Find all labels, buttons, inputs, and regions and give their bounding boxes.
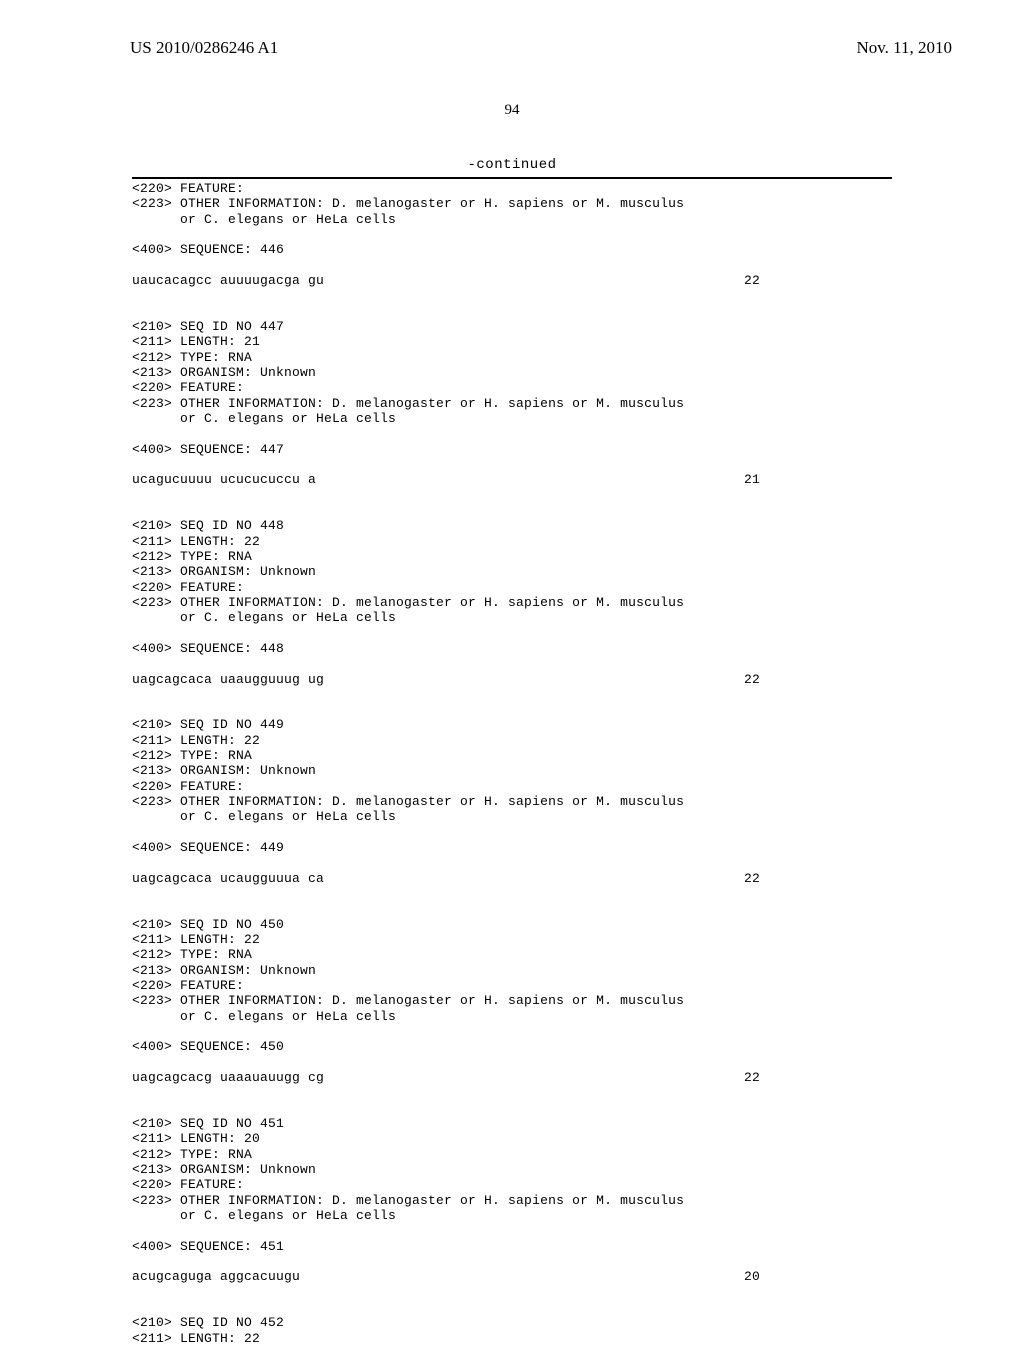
- sequence-text: uagcagcaca uaaugguuug ug: [132, 672, 324, 687]
- listing-line: <223> OTHER INFORMATION: D. melanogaster…: [132, 993, 1024, 1008]
- listing-line: <220> FEATURE:: [132, 181, 1024, 196]
- listing-line: <213> ORGANISM: Unknown: [132, 365, 1024, 380]
- sequence-listing: <220> FEATURE:<223> OTHER INFORMATION: D…: [132, 181, 1024, 1346]
- listing-line: <223> OTHER INFORMATION: D. melanogaster…: [132, 595, 1024, 610]
- sequence-text: acugcaguga aggcacuugu: [132, 1269, 300, 1284]
- sequence-row: uagcagcaca ucaugguuua ca 22: [132, 871, 760, 886]
- listing-line: <212> TYPE: RNA: [132, 350, 1024, 365]
- listing-line: <210> SEQ ID NO 450: [132, 917, 1024, 932]
- listing-line: <213> ORGANISM: Unknown: [132, 963, 1024, 978]
- listing-line: <223> OTHER INFORMATION: D. melanogaster…: [132, 396, 1024, 411]
- listing-line: <211> LENGTH: 22: [132, 733, 1024, 748]
- sequence-length: 22: [744, 672, 760, 687]
- sequence-row: acugcaguga aggcacuugu 20: [132, 1269, 760, 1284]
- listing-line: <223> OTHER INFORMATION: D. melanogaster…: [132, 794, 1024, 809]
- blank-line: [132, 457, 1024, 472]
- listing-line: <211> LENGTH: 22: [132, 1331, 1024, 1346]
- blank-line: [132, 886, 1024, 901]
- listing-line: <212> TYPE: RNA: [132, 748, 1024, 763]
- blank-line: [132, 855, 1024, 870]
- blank-line: [132, 1254, 1024, 1269]
- listing-line: <212> TYPE: RNA: [132, 947, 1024, 962]
- sequence-label: <400> SEQUENCE: 450: [132, 1039, 1024, 1054]
- blank-line: [132, 426, 1024, 441]
- sequence-text: uagcagcacg uaaauauugg cg: [132, 1070, 324, 1085]
- listing-line: <210> SEQ ID NO 447: [132, 319, 1024, 334]
- blank-line: [132, 1085, 1024, 1100]
- blank-line: [132, 1101, 1024, 1116]
- blank-line: [132, 488, 1024, 503]
- listing-line: <213> ORGANISM: Unknown: [132, 1162, 1024, 1177]
- listing-line: <220> FEATURE:: [132, 978, 1024, 993]
- listing-line: <220> FEATURE:: [132, 380, 1024, 395]
- blank-line: [132, 825, 1024, 840]
- publication-date: Nov. 11, 2010: [856, 38, 952, 58]
- blank-line: [132, 1300, 1024, 1315]
- listing-line: <210> SEQ ID NO 452: [132, 1315, 1024, 1330]
- sequence-text: uagcagcaca ucaugguuua ca: [132, 871, 324, 886]
- blank-line: [132, 258, 1024, 273]
- listing-line: <220> FEATURE:: [132, 580, 1024, 595]
- listing-line: <213> ORGANISM: Unknown: [132, 564, 1024, 579]
- sequence-label: <400> SEQUENCE: 451: [132, 1239, 1024, 1254]
- blank-line: [132, 1223, 1024, 1238]
- sequence-label: <400> SEQUENCE: 449: [132, 840, 1024, 855]
- listing-line: <211> LENGTH: 20: [132, 1131, 1024, 1146]
- listing-line: or C. elegans or HeLa cells: [132, 1009, 1024, 1024]
- listing-line: <220> FEATURE:: [132, 1177, 1024, 1192]
- listing-line: or C. elegans or HeLa cells: [132, 809, 1024, 824]
- sequence-length: 22: [744, 871, 760, 886]
- blank-line: [132, 702, 1024, 717]
- listing-line: or C. elegans or HeLa cells: [132, 212, 1024, 227]
- listing-line: <212> TYPE: RNA: [132, 1147, 1024, 1162]
- page-number: 94: [0, 102, 1024, 119]
- blank-line: [132, 687, 1024, 702]
- sequence-text: ucagucuuuu ucucucuccu a: [132, 472, 316, 487]
- continued-label: -continued: [0, 157, 1024, 173]
- listing-line: or C. elegans or HeLa cells: [132, 411, 1024, 426]
- sequence-length: 22: [744, 1070, 760, 1085]
- listing-line: or C. elegans or HeLa cells: [132, 610, 1024, 625]
- blank-line: [132, 503, 1024, 518]
- sequence-row: uagcagcacg uaaauauugg cg 22: [132, 1070, 760, 1085]
- listing-line: <212> TYPE: RNA: [132, 549, 1024, 564]
- listing-line: <211> LENGTH: 22: [132, 534, 1024, 549]
- sequence-length: 20: [744, 1269, 760, 1284]
- listing-line: <223> OTHER INFORMATION: D. melanogaster…: [132, 196, 1024, 211]
- blank-line: [132, 304, 1024, 319]
- blank-line: [132, 656, 1024, 671]
- blank-line: [132, 1285, 1024, 1300]
- listing-line: <210> SEQ ID NO 449: [132, 717, 1024, 732]
- listing-line: <210> SEQ ID NO 448: [132, 518, 1024, 533]
- publication-number: US 2010/0286246 A1: [130, 38, 278, 58]
- sequence-row: ucagucuuuu ucucucuccu a 21: [132, 472, 760, 487]
- listing-line: <223> OTHER INFORMATION: D. melanogaster…: [132, 1193, 1024, 1208]
- sequence-label: <400> SEQUENCE: 447: [132, 442, 1024, 457]
- listing-line: or C. elegans or HeLa cells: [132, 1208, 1024, 1223]
- blank-line: [132, 901, 1024, 916]
- sequence-length: 22: [744, 273, 760, 288]
- listing-line: <210> SEQ ID NO 451: [132, 1116, 1024, 1131]
- horizontal-rule: [132, 177, 892, 179]
- sequence-row: uagcagcaca uaaugguuug ug 22: [132, 672, 760, 687]
- sequence-label: <400> SEQUENCE: 446: [132, 242, 1024, 257]
- sequence-text: uaucacagcc auuuugacga gu: [132, 273, 324, 288]
- page-header: US 2010/0286246 A1 Nov. 11, 2010: [0, 0, 1024, 58]
- sequence-label: <400> SEQUENCE: 448: [132, 641, 1024, 656]
- blank-line: [132, 626, 1024, 641]
- listing-line: <213> ORGANISM: Unknown: [132, 763, 1024, 778]
- blank-line: [132, 288, 1024, 303]
- blank-line: [132, 1055, 1024, 1070]
- sequence-row: uaucacagcc auuuugacga gu 22: [132, 273, 760, 288]
- blank-line: [132, 227, 1024, 242]
- listing-line: <220> FEATURE:: [132, 779, 1024, 794]
- blank-line: [132, 1024, 1024, 1039]
- sequence-length: 21: [744, 472, 760, 487]
- listing-line: <211> LENGTH: 22: [132, 932, 1024, 947]
- listing-line: <211> LENGTH: 21: [132, 334, 1024, 349]
